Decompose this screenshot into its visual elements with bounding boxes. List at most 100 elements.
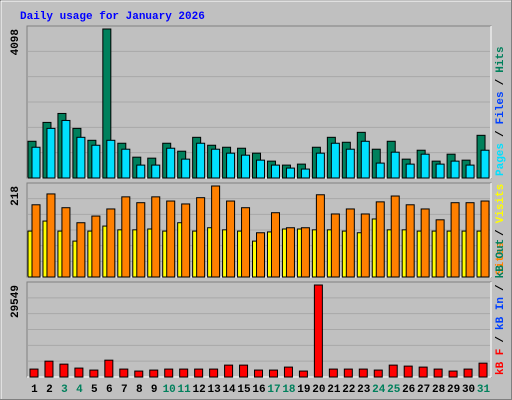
bar xyxy=(181,158,191,179)
bar xyxy=(360,140,370,179)
bar xyxy=(74,367,84,378)
x-tick-label: 15 xyxy=(237,384,251,396)
x-tick-label: 24 xyxy=(372,384,386,396)
bar xyxy=(151,196,161,278)
bar xyxy=(375,201,385,278)
bar xyxy=(420,153,430,179)
bar xyxy=(285,167,295,179)
bar xyxy=(480,149,490,179)
bar xyxy=(136,164,146,179)
bar xyxy=(166,147,176,179)
bar xyxy=(239,364,249,378)
x-tick-label: 9 xyxy=(151,384,158,396)
bar xyxy=(44,360,54,378)
y-tick-label: 218 xyxy=(10,186,22,206)
bar xyxy=(91,215,101,278)
x-tick-label: 20 xyxy=(312,384,325,396)
x-tick-label: 14 xyxy=(222,384,236,396)
bar xyxy=(313,284,323,378)
bar xyxy=(166,200,176,278)
bar xyxy=(298,370,308,378)
bar xyxy=(405,163,415,179)
bar xyxy=(345,148,355,179)
x-tick-label: 19 xyxy=(297,384,310,396)
x-tick-label: 1 xyxy=(31,384,38,396)
bar xyxy=(373,369,383,378)
bar xyxy=(89,369,99,378)
x-tick-label: 3 xyxy=(61,384,68,396)
bar xyxy=(149,369,159,378)
x-tick-label: 21 xyxy=(327,384,341,396)
x-tick-label: 25 xyxy=(387,384,401,396)
legend-entry: Sites xyxy=(495,242,507,275)
bar xyxy=(345,208,355,278)
bar xyxy=(226,152,236,179)
bar xyxy=(270,164,280,179)
bar xyxy=(405,204,415,278)
bar xyxy=(164,368,174,378)
bar xyxy=(268,369,278,378)
bar xyxy=(300,227,310,278)
bar xyxy=(179,368,189,378)
bar xyxy=(121,148,131,179)
bar xyxy=(211,148,221,179)
bar xyxy=(31,204,41,278)
x-tick-label: 13 xyxy=(207,384,221,396)
bar xyxy=(330,213,340,278)
legend-entry: kB In xyxy=(495,297,507,330)
legend-separator: / xyxy=(495,229,507,236)
bar xyxy=(403,365,413,378)
bar xyxy=(450,202,460,278)
bar xyxy=(328,368,338,378)
legend-separator: / xyxy=(495,130,507,137)
legend: kB F / kB In / kB Out xyxy=(495,239,507,375)
bar xyxy=(226,200,236,278)
legend-separator: / xyxy=(495,336,507,343)
bar xyxy=(106,139,116,179)
bar xyxy=(315,194,325,278)
x-tick-label: 18 xyxy=(282,384,296,396)
bar xyxy=(435,163,445,179)
legend-entry: Visits xyxy=(495,184,507,224)
x-tick-label: 2 xyxy=(46,384,53,396)
bar xyxy=(211,185,221,278)
bar xyxy=(358,368,368,378)
bar xyxy=(241,207,251,278)
bar xyxy=(465,202,475,278)
legend-entry: kB Out xyxy=(495,239,507,279)
x-tick-label: 23 xyxy=(357,384,371,396)
bar xyxy=(61,119,71,179)
bar xyxy=(76,222,86,278)
legend: Pages / Files / Hits xyxy=(495,46,507,176)
legend-entry: kB F xyxy=(495,349,507,375)
bar xyxy=(360,213,370,278)
legend-entry: Pages xyxy=(495,143,507,176)
bar xyxy=(315,152,325,179)
bar xyxy=(134,370,144,378)
y-tick-label: 29549 xyxy=(10,285,22,318)
x-tick-label: 17 xyxy=(267,384,280,396)
x-tick-label: 5 xyxy=(91,384,98,396)
bar xyxy=(300,168,310,179)
bar xyxy=(224,364,234,378)
bar xyxy=(330,142,340,179)
x-tick-label: 26 xyxy=(402,384,415,396)
x-tick-label: 16 xyxy=(252,384,265,396)
bar xyxy=(104,359,114,378)
bar xyxy=(285,227,295,278)
x-tick-label: 22 xyxy=(342,384,355,396)
bar xyxy=(390,195,400,278)
bar xyxy=(46,127,56,179)
bar xyxy=(256,232,266,278)
y-tick-label: 4098 xyxy=(10,29,22,56)
chart-title: Daily usage for January 2026 xyxy=(20,11,205,23)
legend-separator: / xyxy=(495,78,507,85)
bar xyxy=(46,193,56,278)
x-tick-label: 4 xyxy=(76,384,83,396)
bar xyxy=(435,219,445,278)
bar xyxy=(343,368,353,378)
legend-entry: Hits xyxy=(495,46,507,72)
bar xyxy=(241,154,251,179)
bar xyxy=(119,368,129,378)
